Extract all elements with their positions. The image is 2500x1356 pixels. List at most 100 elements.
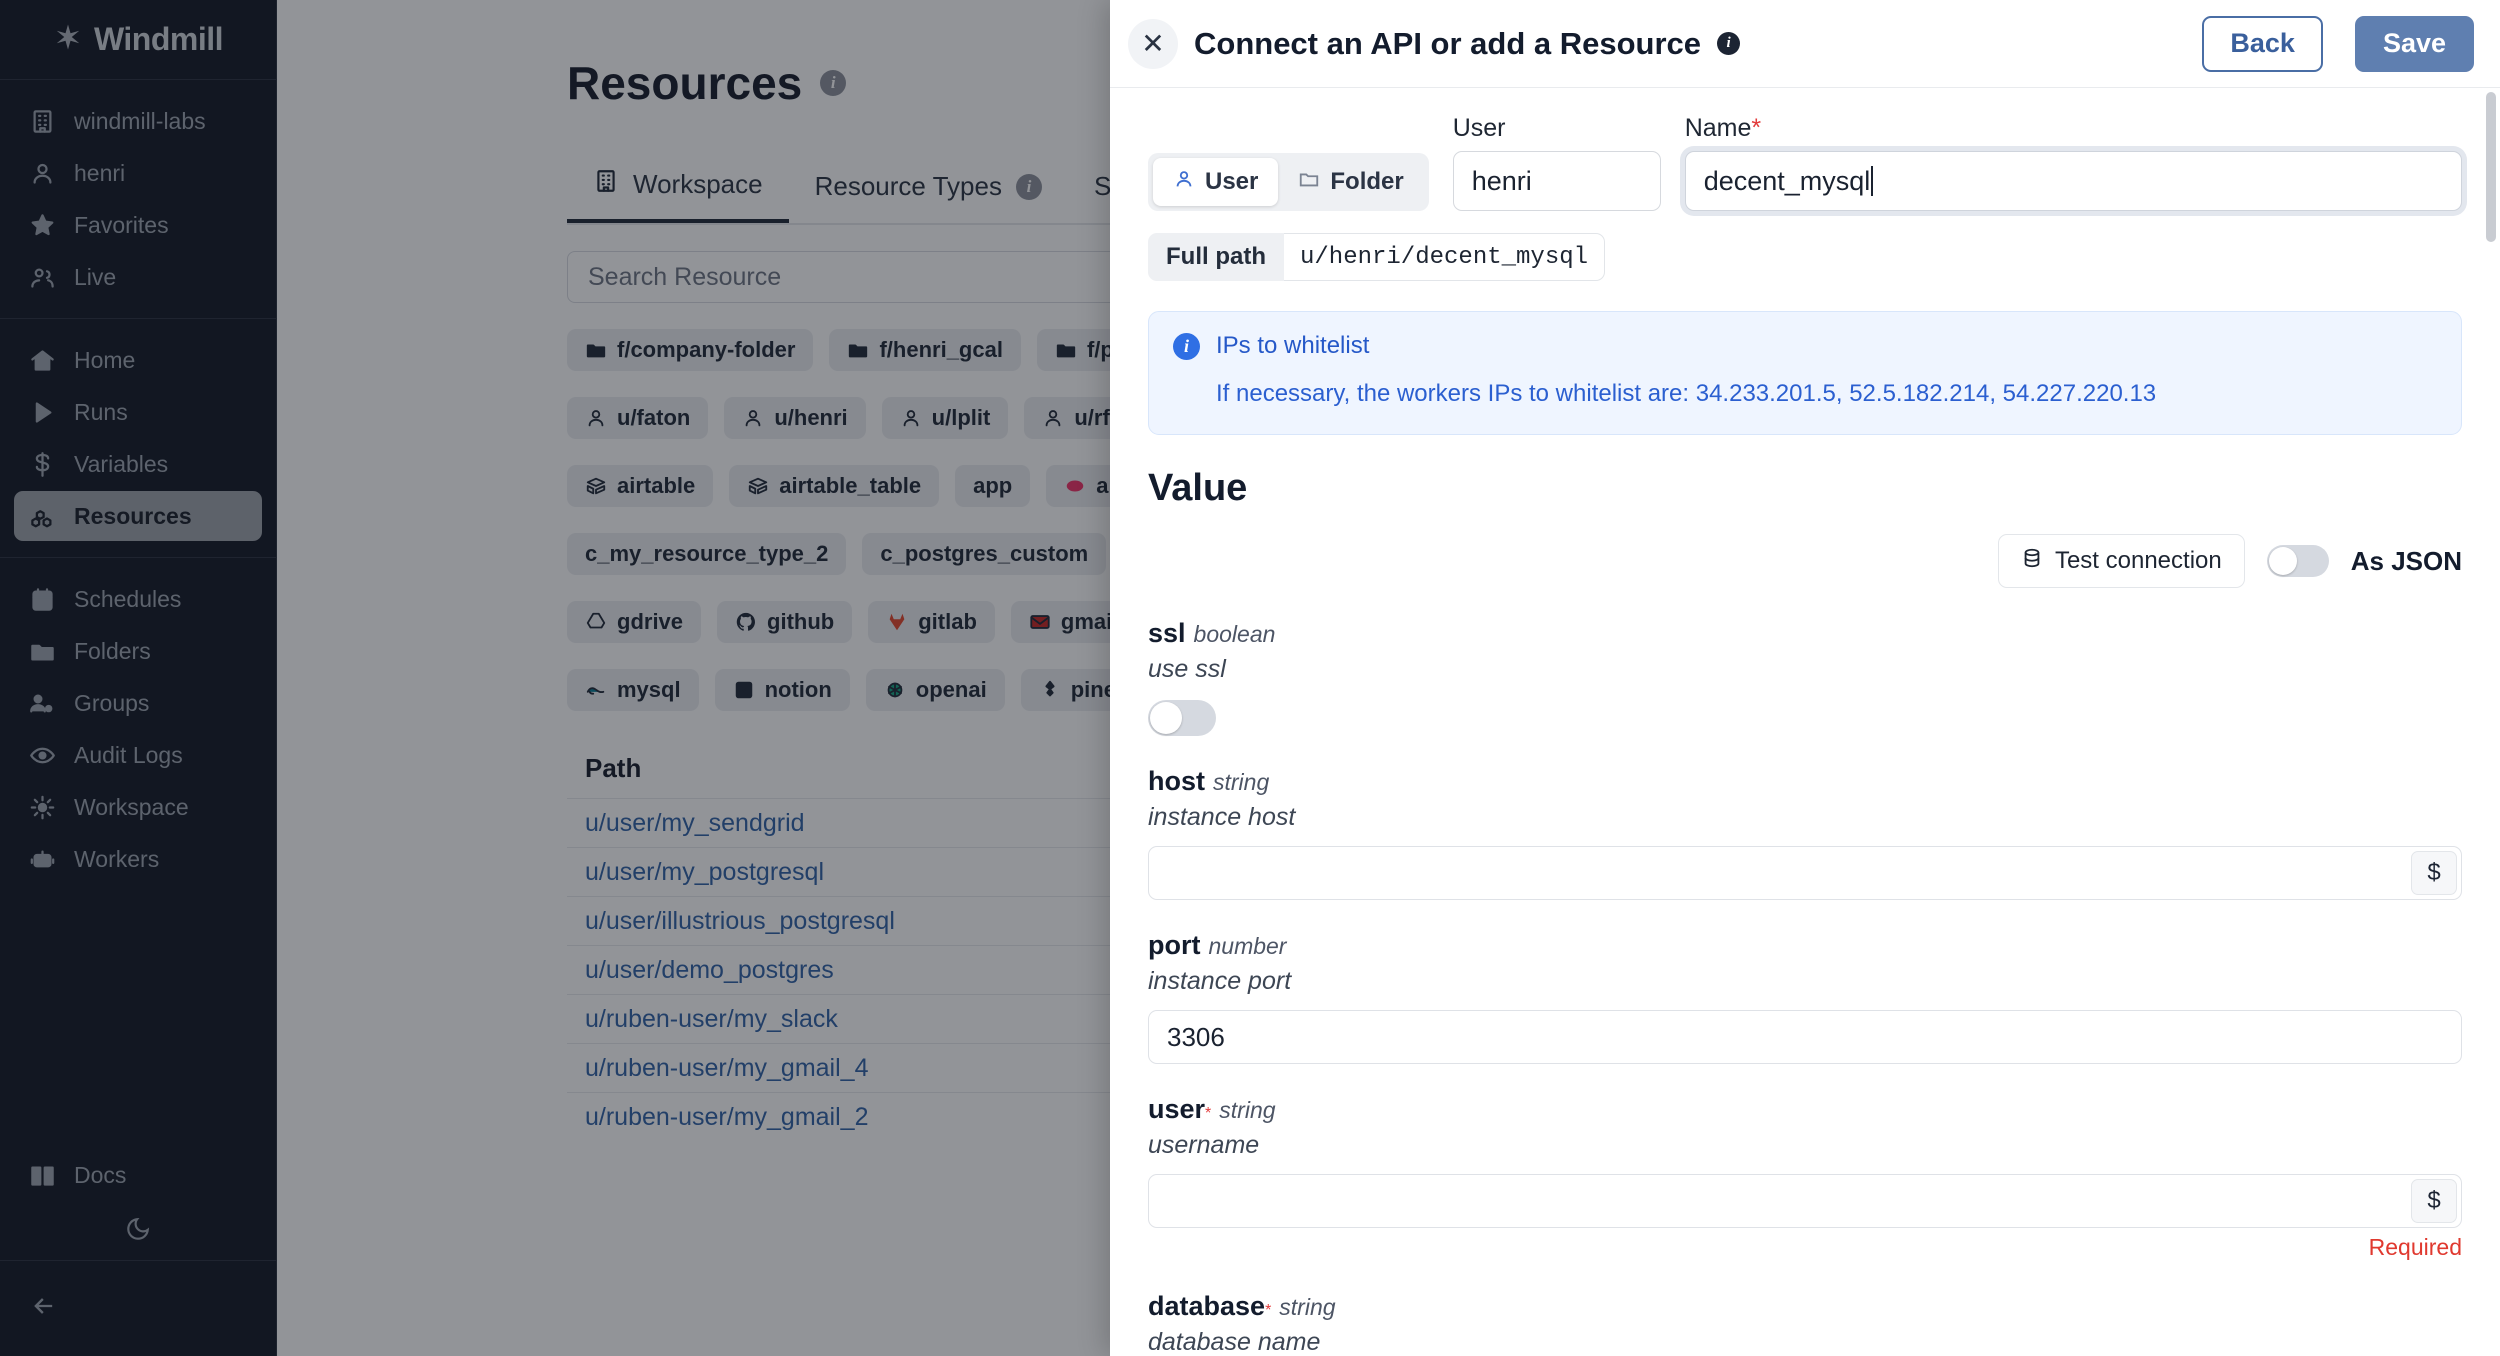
chip-label: gdrive (617, 609, 684, 634)
sidebar-group-1: Home Runs Variables Resources (0, 319, 276, 558)
filter-chip[interactable]: mysql (567, 669, 699, 711)
chip-label: mysql (617, 677, 681, 702)
filter-chip[interactable]: github (717, 601, 853, 643)
resource-path-link[interactable]: u/ruben-user/my_gmail_4 (585, 1053, 869, 1082)
tab-resource-types[interactable]: Resource Types i (789, 154, 1068, 223)
field-header: database* string (1148, 1291, 2462, 1322)
info-icon[interactable]: i (1717, 32, 1741, 55)
test-connection-label: Test connection (2054, 547, 2222, 574)
field-description: instance host (1148, 803, 1296, 831)
sidebar-item-home[interactable]: Home (14, 335, 262, 385)
close-icon[interactable]: ✕ (1128, 18, 1178, 69)
filter-chip[interactable]: airtable_table (729, 465, 940, 507)
info-icon: i (1173, 332, 1200, 360)
page-title: Resources (567, 57, 803, 109)
sidebar-item-workspace[interactable]: Workspace (14, 782, 262, 832)
resource-path-link[interactable]: u/user/demo_postgres (585, 955, 834, 984)
sidebar-item-schedules[interactable]: Schedules (14, 574, 262, 624)
as-json-toggle[interactable] (2266, 545, 2329, 577)
filter-chip[interactable]: c_postgres_custom (862, 533, 1107, 575)
dollar-variable-button[interactable]: $ (2411, 851, 2457, 895)
sidebar-item-favorites[interactable]: Favorites (14, 200, 262, 250)
chip-label: u/lplit (931, 405, 991, 430)
drawer-scrollbar[interactable] (2486, 92, 2496, 242)
filter-chip[interactable]: u/lplit (881, 397, 1009, 439)
sidebar-item-variables[interactable]: Variables (14, 439, 262, 489)
resource-path-link[interactable]: u/user/my_sendgrid (585, 808, 805, 837)
sidebar-item-live[interactable]: Live (14, 252, 262, 302)
segment-folder[interactable]: Folder (1278, 158, 1423, 206)
test-connection-button[interactable]: Test connection (1997, 534, 2245, 588)
arrow-left-icon (30, 1292, 58, 1325)
port-input[interactable]: 3306 (1148, 1010, 2462, 1064)
robot-icon (28, 846, 56, 873)
filter-chip[interactable]: openai (865, 669, 1005, 711)
value-heading: Value (1148, 467, 1248, 509)
group-icon (28, 690, 56, 717)
banner-title: IPs to whitelist (1216, 332, 1370, 359)
user-input[interactable]: $ (1148, 1174, 2462, 1228)
segment-user-label: User (1205, 168, 1259, 195)
back-button[interactable]: Back (2202, 15, 2323, 72)
search-resource-input[interactable]: Search Resource (567, 251, 1567, 303)
chip-label: airtable (617, 473, 696, 498)
resource-path-link[interactable]: u/user/my_postgresql (585, 857, 825, 886)
filter-chip[interactable]: f/henri_gcal (829, 329, 1021, 371)
sidebar-item-label: Home (74, 346, 136, 373)
host-input[interactable]: $ (1148, 846, 2462, 900)
info-icon[interactable]: i (820, 70, 847, 96)
sidebar-item-label: Runs (74, 398, 128, 425)
folder-icon (1298, 168, 1320, 197)
theme-toggle[interactable] (0, 1202, 276, 1260)
field-name: host (1148, 766, 1205, 796)
sidebar-item-windmill-labs[interactable]: windmill-labs (14, 96, 262, 146)
field-description: use ssl (1148, 655, 1226, 683)
field-ssl: ssl boolean use ssl (1148, 618, 2462, 736)
sidebar-item-runs[interactable]: Runs (14, 387, 262, 437)
info-icon[interactable]: i (1015, 173, 1042, 200)
filter-chip[interactable]: f/company-folder (567, 329, 814, 371)
filter-chip[interactable]: u/faton (567, 397, 709, 439)
segment-user[interactable]: User (1153, 158, 1279, 206)
ip-whitelist-banner: i IPs to whitelist If necessary, the wor… (1148, 311, 2462, 435)
resource-path-link[interactable]: u/user/illustrious_postgresql (585, 906, 895, 935)
sidebar-item-resources[interactable]: Resources (14, 491, 262, 541)
brand-logo[interactable]: Windmill (0, 0, 276, 80)
filter-chip[interactable]: app (955, 465, 1031, 507)
sidebar-item-folders[interactable]: Folders (14, 626, 262, 676)
filter-chip[interactable]: u/henri (724, 397, 866, 439)
eye-icon (28, 742, 56, 769)
save-button[interactable]: Save (2354, 15, 2474, 72)
filter-chip[interactable]: gdrive (567, 601, 702, 643)
resource-path-link[interactable]: u/ruben-user/my_gmail_2 (585, 1102, 869, 1131)
filter-chip[interactable]: notion (714, 669, 850, 711)
name-input[interactable]: decent_mysql (1684, 151, 2462, 211)
resource-path-link[interactable]: u/ruben-user/my_slack (585, 1004, 838, 1033)
sidebar-item-audit-logs[interactable]: Audit Logs (14, 730, 262, 780)
sidebar-group-2: Schedules Folders Groups Audit Logs Workspac… (0, 558, 276, 900)
sidebar-item-docs[interactable]: Docs (14, 1150, 262, 1200)
chip-label: openai (915, 677, 987, 702)
sidebar-item-groups[interactable]: Groups (14, 678, 262, 728)
name-input-value: decent_mysql (1703, 165, 1871, 196)
user-input[interactable]: henri (1452, 151, 1661, 211)
sidebar-collapse-button[interactable] (0, 1260, 276, 1356)
field-header: ssl boolean (1148, 618, 2462, 649)
filter-chip[interactable]: c_my_resource_type_2 (567, 533, 847, 575)
full-path-label: Full path (1148, 233, 1284, 281)
home-icon (28, 347, 56, 374)
filter-chip[interactable]: gitlab (868, 601, 995, 643)
field-error: Required (2368, 1234, 2462, 1260)
owner-type-segment: User Folder (1148, 153, 1429, 211)
dollar-variable-button[interactable]: $ (2411, 1179, 2457, 1223)
sidebar-item-henri[interactable]: henri (14, 148, 262, 198)
chip-label: gmail (1060, 609, 1119, 634)
filter-chip[interactable]: airtable (567, 465, 714, 507)
play-icon (28, 399, 56, 426)
sidebar-item-workers[interactable]: Workers (14, 834, 262, 884)
chip-label: c_postgres_custom (880, 541, 1089, 566)
chip-label: f/company-folder (617, 337, 796, 362)
field-host: host string instance host $ (1148, 766, 2462, 900)
tab-workspace[interactable]: Workspace (567, 154, 789, 223)
ssl-toggle[interactable] (1148, 700, 1216, 736)
